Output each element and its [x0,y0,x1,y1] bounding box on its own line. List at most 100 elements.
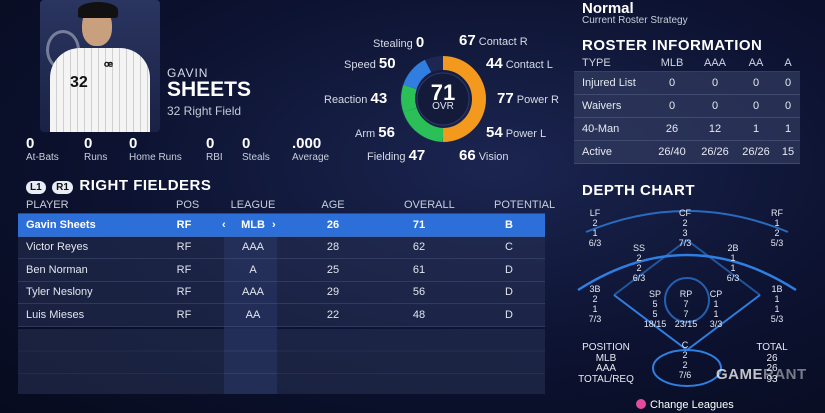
stat-average: .000 Average [292,135,330,163]
attr-stealing: Stealing 0 [373,34,425,51]
stat-at-bats: 0 At-Bats [26,135,59,163]
stat-rbi: 0 RBI [206,135,223,163]
cell-player: Luis Mieses [26,308,85,321]
right-fielders-header: L1 R1 RIGHT FIELDERS [26,177,211,195]
cell-pos: RF [176,286,192,299]
overall-value: 71 [430,80,456,105]
cell-player: Victor Reyes [26,241,89,254]
depth-rp[interactable]: RP 7 7 23/15 [674,289,698,329]
depth-rf[interactable]: RF 1 2 5/3 [770,208,784,248]
table-row[interactable]: Victor Reyes RF AAA 28 62 C [18,236,545,259]
roster-info-title: ROSTER INFORMATION [582,37,763,54]
table-header: PLAYER POS LEAGUE AGE OVERALL POTENTIAL [18,196,556,214]
header-potential[interactable]: POTENTIAL [494,198,556,211]
cell-overall: 48 [412,308,426,321]
right-fielders-table: PLAYER POS LEAGUE AGE OVERALL POTENTIAL … [18,196,556,327]
header-age[interactable]: AGE [321,198,345,211]
cell-league[interactable]: MLB [241,218,265,231]
empty-table-rows [18,329,545,394]
r1-button[interactable]: R1 [52,181,73,194]
depth-total: TOTAL 26 26 93 [756,342,788,385]
cell-pos: RF [176,218,192,231]
league-right-arrow-icon[interactable]: › [272,218,276,231]
depth-cp[interactable]: CP 1 1 3/3 [709,289,723,329]
gamerant-watermark: GAMERANT [716,366,807,383]
attr-reaction: Reaction 43 [324,90,388,107]
cell-pos: RF [176,308,192,321]
player-jersey [50,48,150,132]
cell-overall: 62 [412,241,426,254]
cell-potential: B [505,218,513,231]
header-overall[interactable]: OVERALL [404,198,455,211]
overall-rating-ring [400,56,486,142]
roster-row-waivers: Waivers 0 0 0 0 [574,95,800,118]
cell-player: Tyler Neslony [26,286,93,299]
cell-potential: D [505,286,513,299]
cell-overall: 71 [412,218,426,231]
cell-potential: D [505,308,513,321]
header-player[interactable]: PLAYER [26,198,69,211]
header-league[interactable]: LEAGUE [230,198,276,211]
depth-chart-title: DEPTH CHART [582,182,695,199]
header-type: TYPE [582,57,611,69]
roster-header: TYPE MLB AAA AA A [574,55,800,72]
header-aaa: AAA [703,57,726,69]
attr-power-r: 77 Power R [497,90,559,107]
change-leagues-button[interactable]: Change Leagues [636,399,734,411]
player-cap [78,2,118,18]
depth-sp[interactable]: SP 5 5 18/15 [643,289,667,329]
roster-row-injured: Injured List 0 0 0 0 [574,72,800,95]
overall-label: OVR [432,101,454,112]
circle-button-icon [636,399,646,409]
l1-button[interactable]: L1 [26,181,46,194]
cell-age: 25 [326,263,340,276]
season-stats: 0 At-Bats 0 Runs 0 Home Runs 0 RBI 0 Steals .… [26,135,351,165]
depth-chart: LF 2 1 6/3 CF 2 3 7/3 RF 1 2 5/3 SS 2 2 6/3 2B 1 1 6/3 … [574,200,800,395]
attr-contact-r: 67 Contact R [459,32,528,49]
table-row[interactable]: Tyler Neslony RF AAA 29 56 D [18,281,545,304]
attr-arm: Arm 56 [355,124,395,141]
league-left-arrow-icon[interactable]: ‹ [222,218,226,231]
cell-pos: RF [176,263,192,276]
depth-1b[interactable]: 1B 1 1 5/3 [770,284,784,324]
ring-segment-power [442,98,486,142]
attr-power-l: 54 Power L [486,124,547,141]
table-row-selected[interactable]: Gavin Sheets RF ‹ MLB › 26 71 B [18,214,545,237]
attr-fielding: Fielding 47 [367,147,426,164]
stat-home-runs: 0 Home Runs [129,135,182,163]
depth-ss[interactable]: SS 2 2 6/3 [632,243,646,283]
cell-age: 22 [326,308,340,321]
header-pos[interactable]: POS [176,198,200,211]
cell-league: AAA [241,241,264,254]
header-a: A [784,57,792,69]
roster-strategy-value: Normal [582,0,634,17]
roster-strategy-label: Current Roster Strategy [582,15,688,26]
stat-runs: 0 Runs [84,135,108,163]
depth-cf[interactable]: CF 2 3 7/3 [678,208,692,248]
header-mlb: MLB [660,57,684,69]
jersey-number: 32 [70,74,88,91]
sox-logo-icon: ꟹ [104,58,114,74]
ring-segment-contact [442,56,486,100]
cell-age: 28 [326,241,340,254]
depth-2b[interactable]: 2B 1 1 6/3 [726,243,740,283]
player-photo: 32 ꟹ [40,0,160,132]
depth-3b[interactable]: 3B 2 1 7/3 [588,284,602,324]
depth-lf[interactable]: LF 2 1 6/3 [588,208,602,248]
table-row[interactable]: Ben Norman RF A 25 61 D [18,259,545,282]
right-fielders-title: RIGHT FIELDERS [79,177,212,194]
cell-age: 26 [326,218,340,231]
player-number-position: 32 Right Field [167,104,242,118]
header-aa: AA [748,57,764,69]
cell-league: AA [245,308,261,321]
depth-legend: POSITION MLB AAA TOTAL/REQ [578,342,634,385]
cell-league: A [249,263,257,276]
roster-row-40-man: 40-Man 26 12 1 1 [574,118,800,141]
cell-player: Gavin Sheets [26,218,96,231]
player-first-name: GAVIN [167,66,209,80]
ring-segment-speed [403,59,432,90]
cell-pos: RF [176,241,192,254]
attr-speed: Speed 50 [344,55,396,72]
table-row[interactable]: Luis Mieses RF AA 22 48 D [18,304,545,327]
depth-c[interactable]: C 2 2 7/6 [678,340,692,380]
